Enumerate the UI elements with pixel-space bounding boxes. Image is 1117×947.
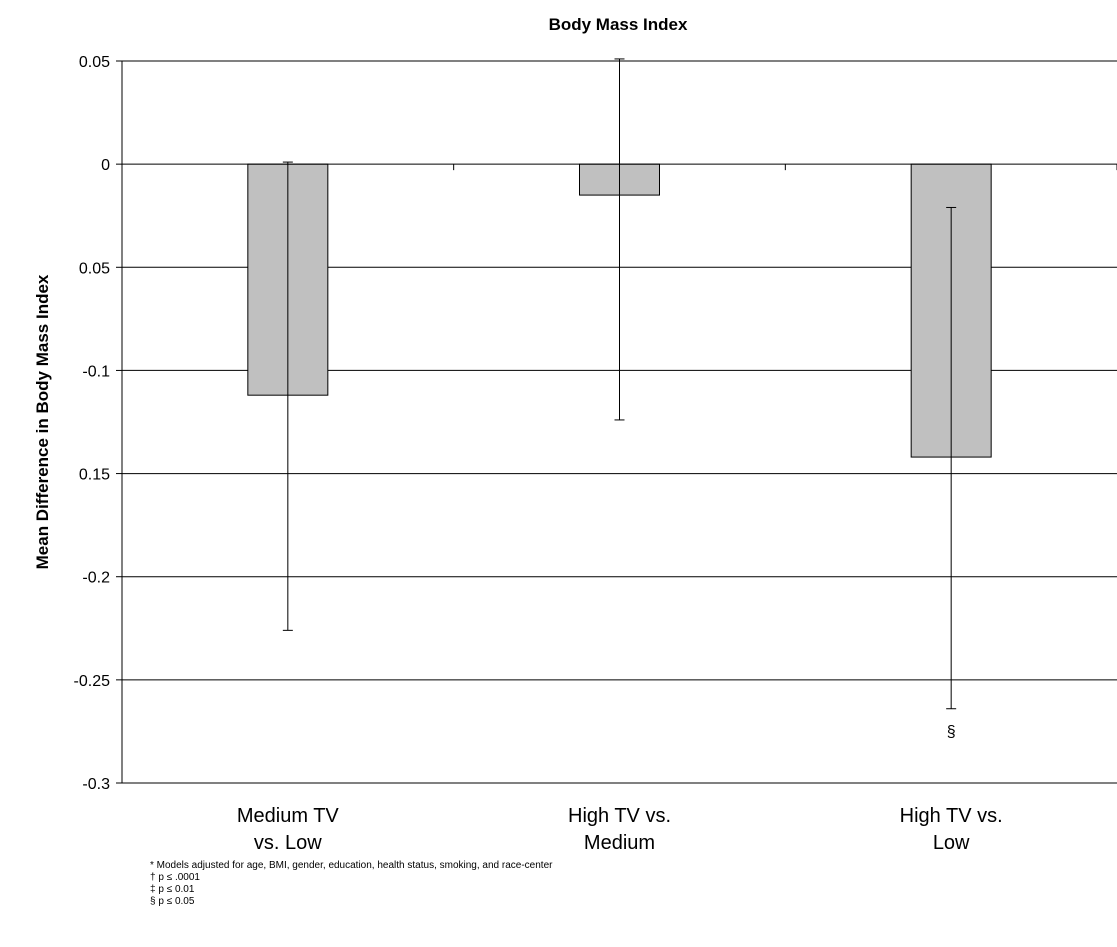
y-tick-label: -0.2: [82, 570, 110, 587]
y-tick-label: 0: [101, 157, 110, 174]
x-category-label: vs. Low: [254, 832, 322, 854]
footnote-double-dagger: ‡ p ≤ 0.01: [150, 884, 195, 895]
y-tick-label: -0.3: [82, 776, 110, 793]
y-tick-label: -0.1: [82, 363, 110, 380]
chart-title: Body Mass Index: [549, 15, 688, 34]
y-tick-label: -0.25: [74, 673, 111, 690]
axes: [116, 60, 1117, 784]
bars: [247, 58, 992, 710]
x-category-label: Low: [933, 832, 970, 854]
footnote-dagger: † p ≤ .0001: [150, 872, 200, 883]
significance-marker: §: [947, 724, 956, 741]
y-tick-label: 0.05: [79, 260, 110, 277]
y-tick-label: 0.15: [79, 467, 110, 484]
footnote-section: § p ≤ 0.05: [150, 896, 195, 907]
labels: 0.05 0 0.05 -0.1 0.15 -0.2 -0.25 -0.3 § Medium TV…: [74, 54, 1003, 854]
x-category-label: Medium: [584, 832, 655, 854]
x-category-label: Medium TV: [237, 805, 340, 827]
x-category-label: High TV vs.: [900, 805, 1003, 827]
x-category-label: High TV vs.: [568, 805, 671, 827]
y-axis-label: Mean Difference in Body Mass Index: [33, 274, 52, 569]
footnote-adjustment: * Models adjusted for age, BMI, gender, …: [150, 860, 553, 871]
y-tick-label: 0.05: [79, 54, 110, 71]
footnotes: * Models adjusted for age, BMI, gender, …: [150, 860, 552, 908]
